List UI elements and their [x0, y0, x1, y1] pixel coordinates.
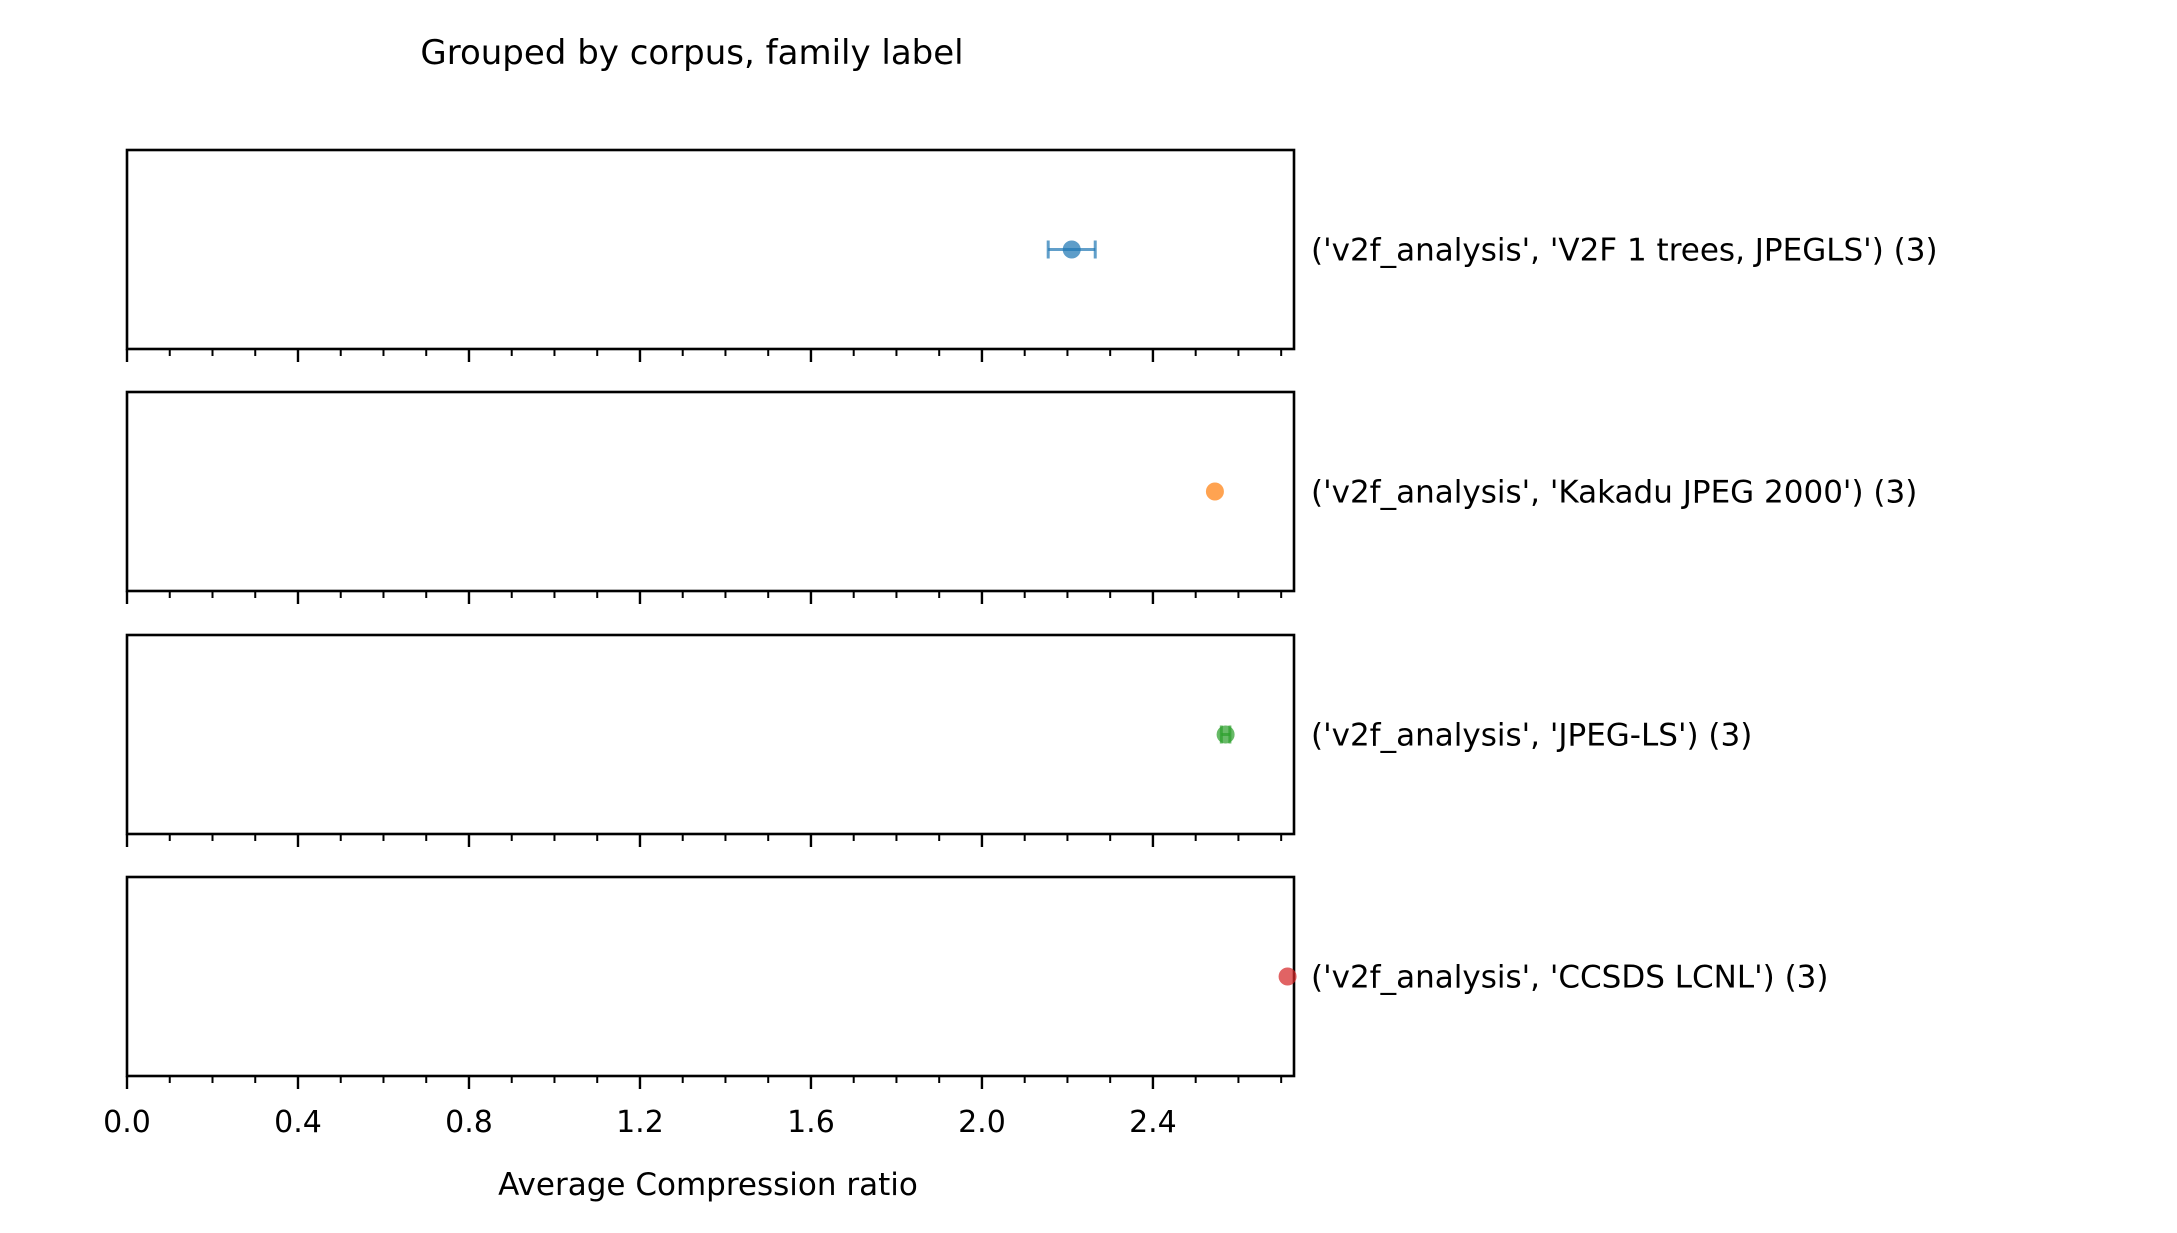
panel-frame — [125, 390, 1296, 593]
data-point — [1216, 725, 1235, 744]
data-point — [1205, 482, 1224, 501]
panel-frame — [125, 875, 1296, 1078]
x-tick-label: 2.0 — [958, 1105, 1006, 1140]
panel-3: ('v2f_analysis', 'JPEG-LS') (3) — [125, 633, 1752, 847]
series-label: ('v2f_analysis', 'CCSDS LCNL') (3) — [1311, 960, 1829, 996]
chart-title: Grouped by corpus, family label — [420, 33, 963, 73]
x-tick-label: 0.8 — [445, 1105, 493, 1140]
panel-2: ('v2f_analysis', 'Kakadu JPEG 2000') (3) — [125, 390, 1917, 604]
x-axis-tick-labels: 0.0 0.4 0.8 1.2 1.6 2.0 2.4 — [103, 1105, 1177, 1140]
panel-4: ('v2f_analysis', 'CCSDS LCNL') (3) — [125, 875, 1829, 1089]
x-tick-label: 1.2 — [616, 1105, 664, 1140]
x-tick-label: 0.4 — [274, 1105, 322, 1140]
series-label: ('v2f_analysis', 'JPEG-LS') (3) — [1311, 718, 1752, 754]
x-tick-label: 1.6 — [787, 1105, 835, 1140]
series-label: ('v2f_analysis', 'Kakadu JPEG 2000') (3) — [1311, 475, 1917, 511]
panel-frame — [125, 633, 1296, 836]
x-tick-label: 2.4 — [1129, 1105, 1177, 1140]
series-label: ('v2f_analysis', 'V2F 1 trees, JPEGLS') … — [1311, 233, 1938, 269]
data-point — [1278, 967, 1297, 986]
panel-1: ('v2f_analysis', 'V2F 1 trees, JPEGLS') … — [125, 148, 1938, 362]
chart-panels: ('v2f_analysis', 'V2F 1 trees, JPEGLS') … — [125, 148, 1938, 1089]
x-tick-label: 0.0 — [103, 1105, 151, 1140]
x-axis-label: Average Compression ratio — [498, 1167, 918, 1203]
data-point — [1062, 240, 1081, 259]
panel-frame — [125, 148, 1296, 351]
